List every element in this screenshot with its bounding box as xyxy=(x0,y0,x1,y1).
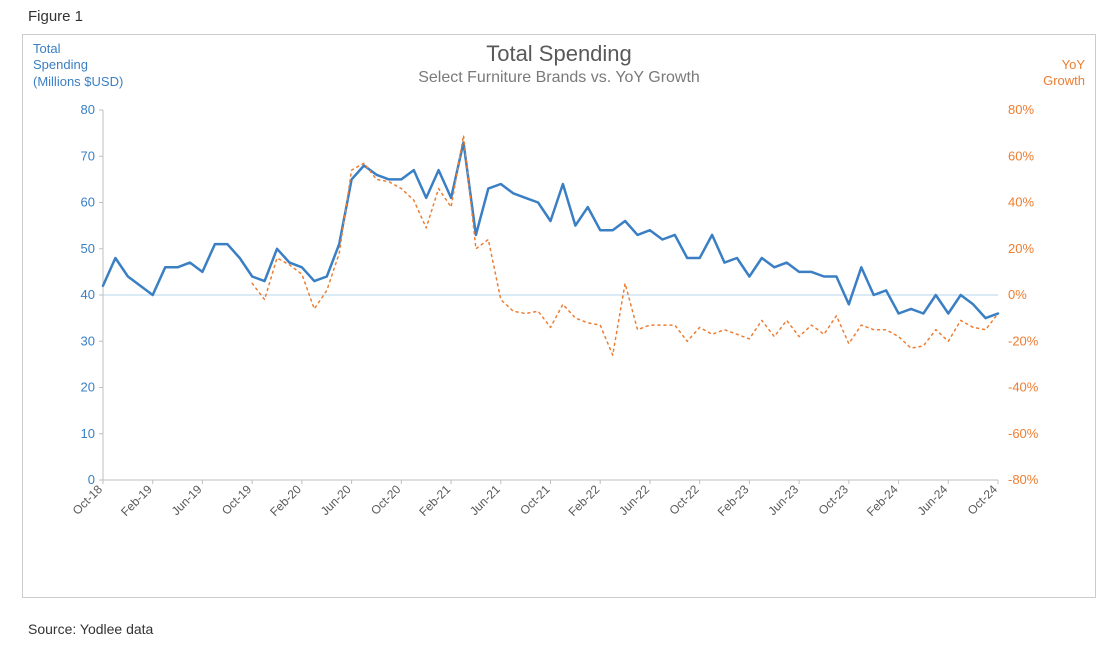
x-tick-label: Oct-19 xyxy=(219,482,255,518)
left-tick-label: 20 xyxy=(81,380,95,395)
plot-area: 01020304050607080-80%-60%-40%-20%0%20%40… xyxy=(73,105,1048,535)
x-tick-label: Oct-21 xyxy=(517,482,553,518)
right-tick-label: 80% xyxy=(1008,102,1034,117)
right-tick-label: 40% xyxy=(1008,195,1034,210)
series-yoy-growth xyxy=(252,135,998,355)
x-tick-label: Oct-24 xyxy=(965,482,1001,518)
left-axis-label: Total Spending (Millions $USD) xyxy=(33,41,123,90)
x-tick-label: Jun-24 xyxy=(915,482,951,518)
right-tick-label: -20% xyxy=(1008,333,1039,348)
source-note: Source: Yodlee data xyxy=(28,621,153,637)
right-tick-label: -80% xyxy=(1008,472,1039,487)
series-total-spending xyxy=(103,142,998,318)
right-tick-label: 20% xyxy=(1008,241,1034,256)
left-tick-label: 80 xyxy=(81,102,95,117)
right-tick-label: -60% xyxy=(1008,426,1039,441)
x-tick-label: Feb-20 xyxy=(267,482,304,519)
x-tick-label: Jun-21 xyxy=(467,482,503,518)
left-tick-label: 50 xyxy=(81,241,95,256)
left-tick-label: 70 xyxy=(81,148,95,163)
chart-title: Total Spending xyxy=(23,41,1095,67)
chart-container: Total Spending Select Furniture Brands v… xyxy=(22,34,1096,598)
left-tick-label: 60 xyxy=(81,195,95,210)
x-tick-label: Jun-20 xyxy=(318,482,354,518)
x-tick-label: Oct-18 xyxy=(70,482,106,518)
x-tick-label: Feb-22 xyxy=(566,482,603,519)
x-tick-label: Feb-23 xyxy=(715,482,752,519)
x-tick-label: Feb-21 xyxy=(416,482,453,519)
x-tick-label: Oct-23 xyxy=(816,482,852,518)
left-tick-label: 30 xyxy=(81,333,95,348)
x-tick-label: Oct-22 xyxy=(666,482,702,518)
x-tick-label: Feb-19 xyxy=(118,482,155,519)
right-tick-label: 0% xyxy=(1008,287,1027,302)
right-tick-label: 60% xyxy=(1008,148,1034,163)
right-axis-label: YoY Growth xyxy=(1043,57,1085,90)
left-tick-label: 10 xyxy=(81,426,95,441)
x-tick-label: Oct-20 xyxy=(368,482,404,518)
x-tick-label: Feb-24 xyxy=(864,482,901,519)
x-tick-label: Jun-22 xyxy=(616,482,652,518)
right-tick-label: -40% xyxy=(1008,380,1039,395)
x-tick-label: Jun-19 xyxy=(169,482,205,518)
chart-subtitle: Select Furniture Brands vs. YoY Growth xyxy=(23,69,1095,87)
figure-label: Figure 1 xyxy=(28,8,83,25)
left-tick-label: 40 xyxy=(81,287,95,302)
x-tick-label: Jun-23 xyxy=(765,482,801,518)
